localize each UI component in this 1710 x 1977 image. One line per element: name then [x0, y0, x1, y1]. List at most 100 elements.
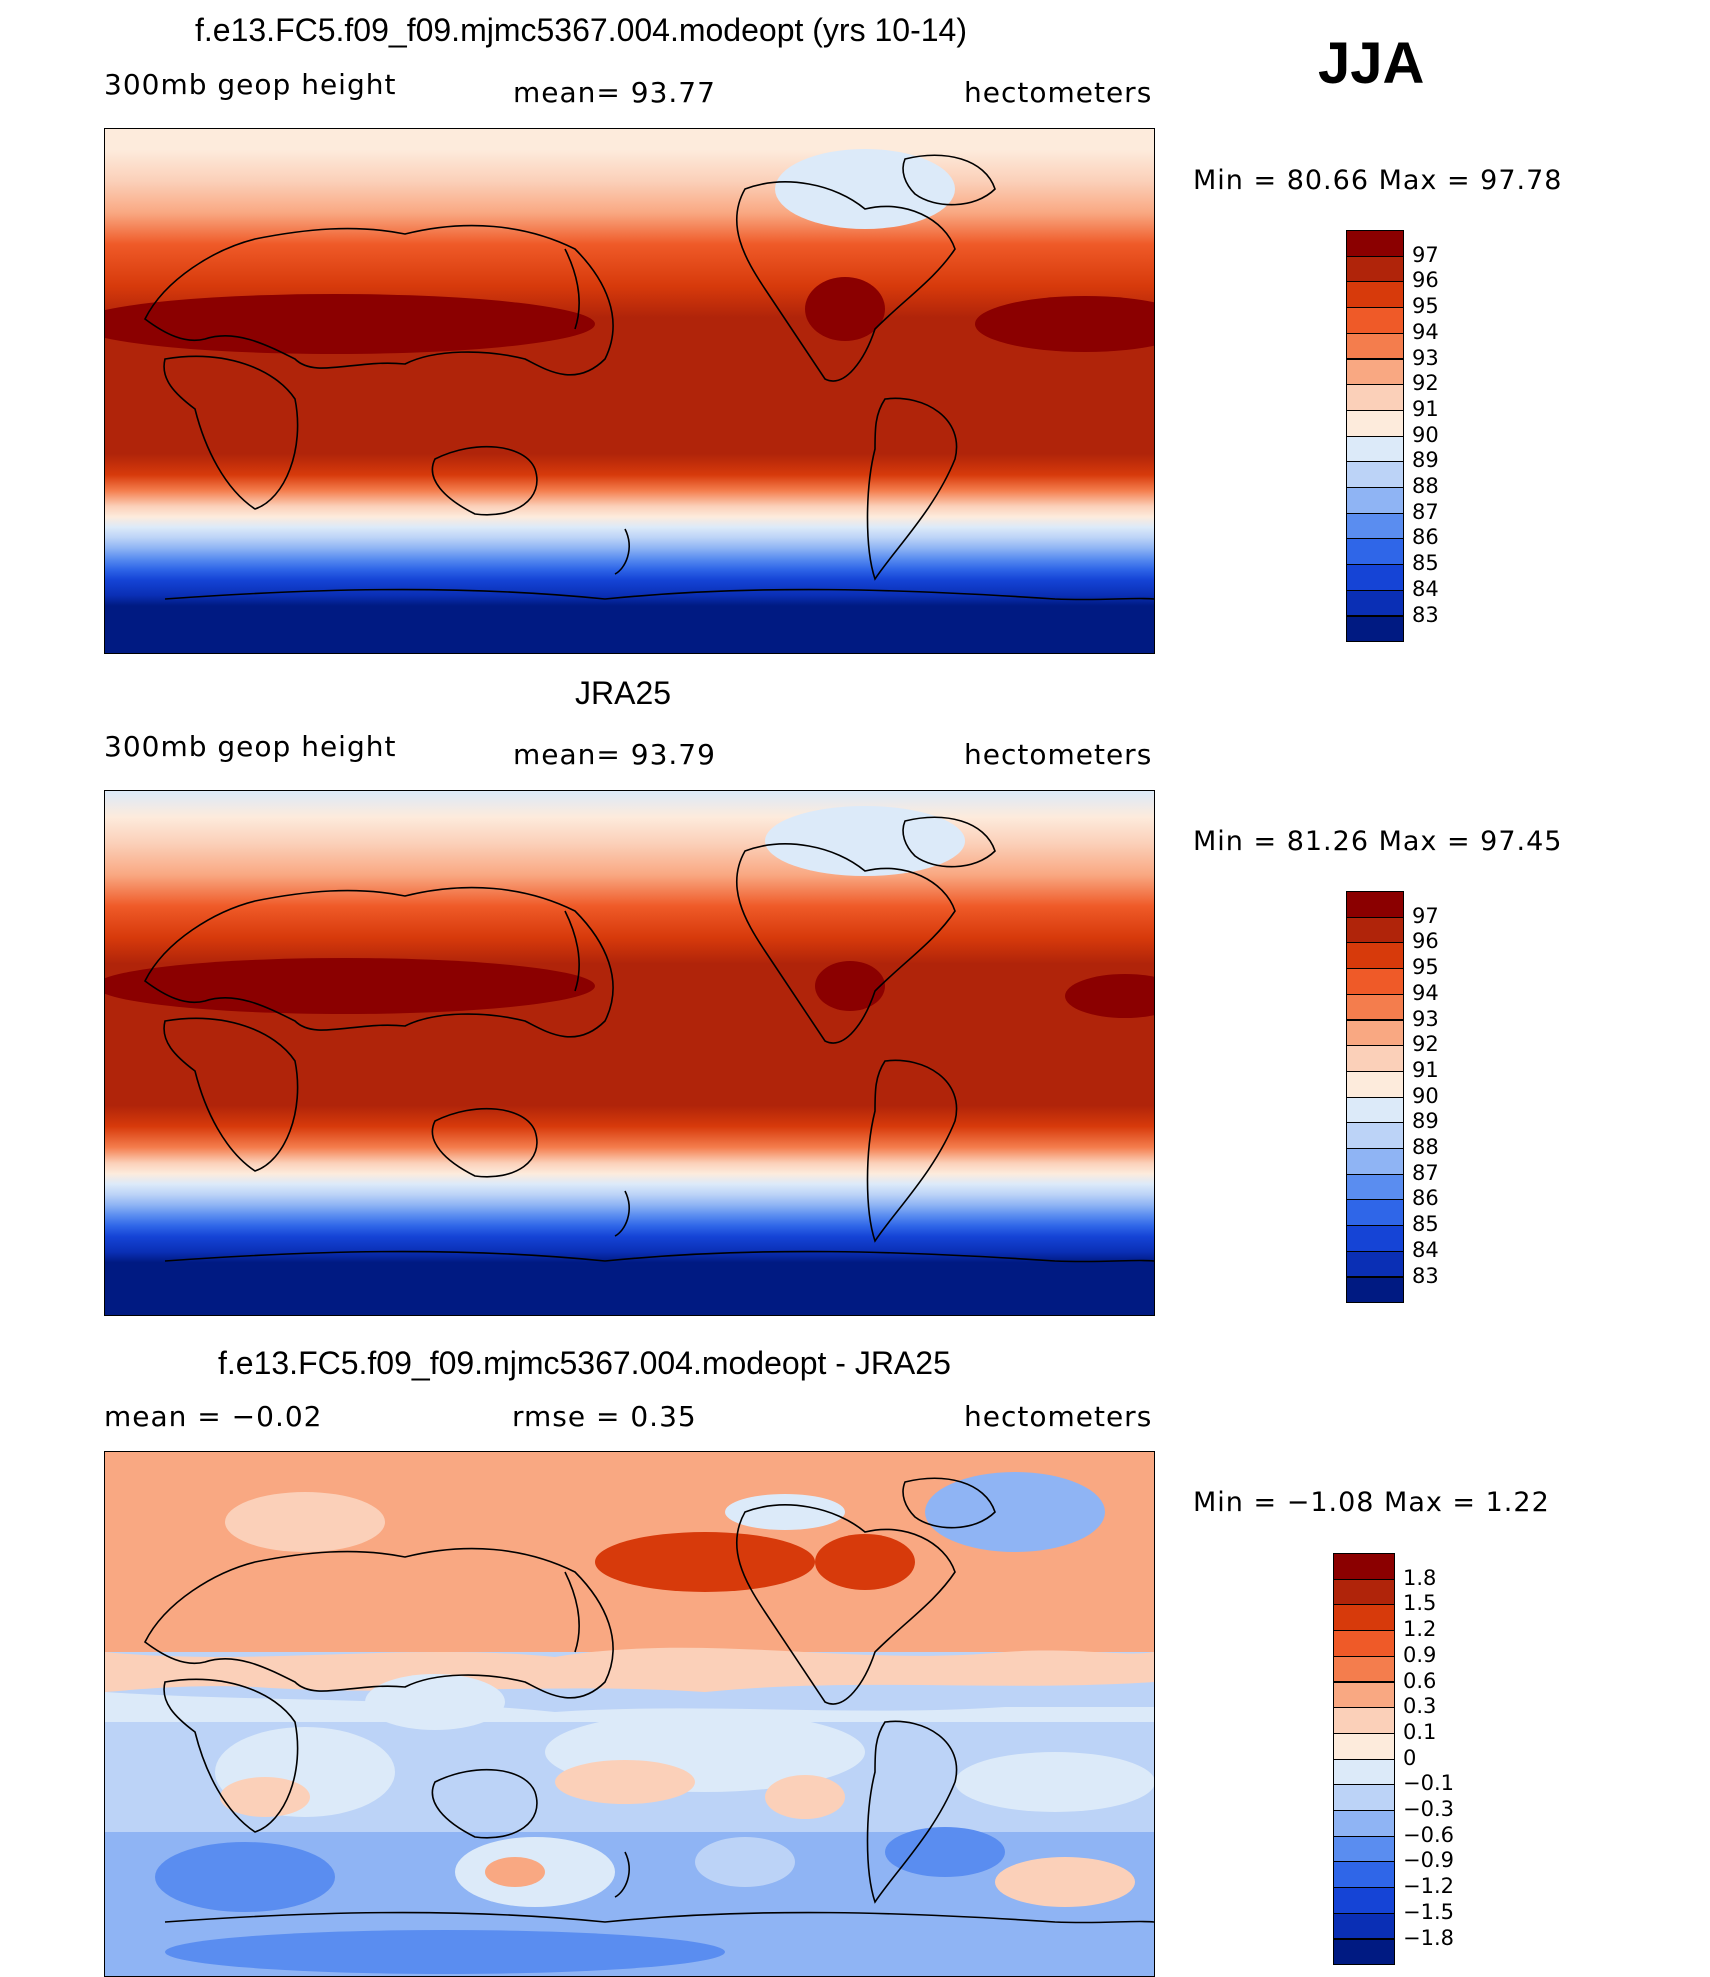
colorbar-label: −1.2 [1403, 1874, 1454, 1899]
colorbar-swatch [1346, 461, 1404, 488]
panel-1-minmax: Min = 80.66 Max = 97.78 [1193, 165, 1563, 196]
colorbar-label: 87 [1412, 1160, 1439, 1185]
panel-2-variable-label: 300mb geop height [104, 730, 397, 763]
panel-2-units-label: hectometers [964, 738, 1153, 771]
colorbar-swatch [1333, 1578, 1395, 1606]
colorbar-swatch [1346, 564, 1404, 591]
colorbar-label: 0 [1403, 1745, 1417, 1770]
colorbar-label: 0.6 [1403, 1668, 1437, 1693]
colorbar-label: 92 [1412, 1032, 1439, 1057]
panel-3-rmse-label: rmse = 0.35 [512, 1400, 697, 1433]
colorbar-swatch [1346, 942, 1404, 970]
panel-2-mean-label: mean= 93.79 [513, 738, 716, 771]
colorbar-label: 90 [1412, 422, 1439, 447]
colorbar-label: 97 [1412, 242, 1439, 267]
colorbar-label: 88 [1412, 474, 1439, 498]
colorbar-swatch [1346, 512, 1404, 540]
colorbar-label: −0.1 [1403, 1771, 1454, 1796]
colorbar-swatch [1346, 409, 1404, 437]
panel-1-map [104, 128, 1155, 654]
colorbar-label: 86 [1412, 525, 1439, 550]
panel-1-units-label: hectometers [964, 76, 1153, 109]
panel-3-title: f.e13.FC5.f09_f09.mjmc5367.004.modeopt -… [218, 1345, 951, 1381]
colorbar-swatch [1333, 1655, 1395, 1683]
colorbar-swatch [1346, 1173, 1404, 1201]
colorbar-swatch [1333, 1732, 1395, 1760]
colorbar-label: 96 [1412, 268, 1439, 293]
colorbar-swatch [1346, 487, 1404, 514]
colorbar-swatch [1346, 1019, 1404, 1047]
colorbar-swatch [1333, 1707, 1395, 1734]
panel-3-units-label: hectometers [964, 1400, 1153, 1433]
colorbar-label: 97 [1412, 903, 1439, 928]
panel-3-map-svg [105, 1452, 1154, 1976]
season-label: JJA [1318, 31, 1425, 96]
colorbar-swatch [1333, 1938, 1395, 1966]
colorbar-label: 0.3 [1403, 1694, 1437, 1719]
colorbar-swatch [1333, 1912, 1395, 1940]
colorbar-label: 87 [1412, 499, 1439, 524]
colorbar-label: −0.6 [1403, 1822, 1454, 1847]
colorbar-label: 89 [1412, 1109, 1439, 1134]
colorbar-label: 94 [1412, 319, 1439, 344]
colorbar-label: 96 [1412, 929, 1439, 954]
colorbar-swatch [1346, 589, 1404, 617]
colorbar-label: −0.3 [1403, 1797, 1454, 1821]
colorbar-swatch [1346, 1070, 1404, 1098]
colorbar-swatch [1333, 1887, 1395, 1914]
colorbar-swatch [1333, 1835, 1395, 1863]
colorbar-swatch [1346, 435, 1404, 463]
colorbar-label: −1.5 [1403, 1899, 1454, 1924]
colorbar-label: −0.9 [1403, 1848, 1454, 1873]
panel-3-map [104, 1451, 1155, 1977]
colorbar-swatch [1346, 332, 1404, 360]
colorbar-label: 92 [1412, 371, 1439, 396]
colorbar-swatch [1346, 615, 1404, 643]
colorbar-label: 83 [1412, 1263, 1439, 1288]
panel-2-title: JRA25 [575, 675, 672, 711]
colorbar-label: 0.9 [1403, 1642, 1437, 1667]
colorbar-label: 1.2 [1403, 1617, 1437, 1642]
colorbar-label: 95 [1412, 294, 1439, 319]
colorbar-label: −1.8 [1403, 1925, 1454, 1950]
colorbar-label: 1.5 [1403, 1591, 1437, 1616]
colorbar-swatch [1346, 538, 1404, 566]
panel-2-minmax: Min = 81.26 Max = 97.45 [1193, 826, 1563, 857]
colorbar-swatch [1333, 1810, 1395, 1837]
colorbar-swatch [1333, 1553, 1395, 1580]
colorbar-swatch [1346, 1250, 1404, 1278]
colorbar-label: 93 [1412, 1006, 1439, 1031]
panel-1-map-svg [105, 129, 1154, 653]
colorbar-swatch [1346, 1199, 1404, 1227]
colorbar-label: 86 [1412, 1186, 1439, 1211]
colorbar-swatch [1333, 1861, 1395, 1889]
colorbar-label: 88 [1412, 1135, 1439, 1159]
colorbar-label: 85 [1412, 1212, 1439, 1237]
panel-2-map [104, 790, 1155, 1316]
colorbar-swatch [1346, 1045, 1404, 1072]
colorbar-swatch [1333, 1681, 1395, 1709]
colorbar-swatch [1346, 916, 1404, 944]
colorbar-label: 1.8 [1403, 1565, 1437, 1590]
colorbar-swatch [1346, 993, 1404, 1021]
colorbar-swatch [1333, 1630, 1395, 1657]
colorbar-swatch [1346, 1276, 1404, 1304]
colorbar-label: 0.1 [1403, 1719, 1437, 1744]
panel-3-minmax: Min = −1.08 Max = 1.22 [1193, 1487, 1550, 1518]
colorbar-label: 90 [1412, 1083, 1439, 1108]
colorbar-label: 84 [1412, 576, 1439, 601]
colorbar-swatch [1346, 1122, 1404, 1149]
colorbar-swatch [1346, 281, 1404, 309]
panel-1-mean-label: mean= 93.77 [513, 76, 716, 109]
colorbar-label: 84 [1412, 1237, 1439, 1262]
panel-2-map-svg [105, 791, 1154, 1315]
colorbar-swatch [1333, 1758, 1395, 1786]
colorbar-swatch [1346, 358, 1404, 386]
panel-1-title: f.e13.FC5.f09_f09.mjmc5367.004.modeopt (… [195, 12, 967, 48]
colorbar-swatch [1333, 1604, 1395, 1632]
panel-3-mean-label: mean = −0.02 [104, 1400, 323, 1433]
colorbar-label: 85 [1412, 551, 1439, 576]
colorbar-swatch [1346, 891, 1404, 918]
panel-1-variable-label: 300mb geop height [104, 68, 397, 101]
colorbar-swatch [1333, 1784, 1395, 1811]
